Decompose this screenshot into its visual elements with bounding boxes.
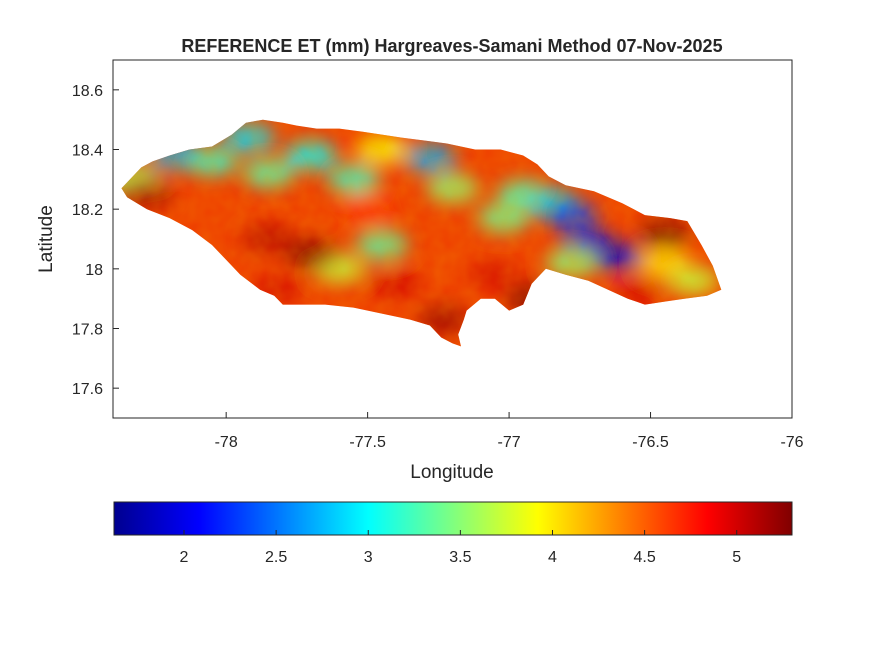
- y-tick-label: 17.6: [72, 381, 103, 398]
- y-tick-label: 18.6: [72, 83, 103, 100]
- colorbar-tick-label: 2.5: [265, 549, 287, 566]
- colorbar: 2 2.5 3 3.5 4 4.5 5: [113, 501, 793, 566]
- x-axis-label: Longitude: [410, 462, 493, 483]
- y-tick-label: 17.8: [72, 322, 103, 339]
- plot-area: -78 -77.5 -77 -76.5 -76 17.6 17.8 18 18.2 18.4 18…: [72, 59, 804, 451]
- colorbar-gradient: [113, 501, 793, 536]
- x-tick-label: -76: [780, 434, 803, 451]
- colorbar-tick-label: 3: [364, 549, 373, 566]
- x-axis-ticks: -78 -77.5 -77 -76.5 -76: [215, 412, 804, 451]
- x-tick-label: -77: [498, 434, 521, 451]
- colorbar-ticks: 2 2.5 3 3.5 4 4.5 5: [180, 530, 741, 566]
- colorbar-tick-label: 2: [180, 549, 189, 566]
- x-tick-label: -78: [215, 434, 238, 451]
- colorbar-tick-label: 5: [732, 549, 741, 566]
- axes-frame: [112, 59, 793, 419]
- colorbar-tick-label: 3.5: [449, 549, 471, 566]
- x-tick-label: -76.5: [632, 434, 669, 451]
- y-axis-label: Latitude: [36, 205, 57, 273]
- x-tick-label: -77.5: [349, 434, 386, 451]
- colorbar-tick-label: 4.5: [633, 549, 655, 566]
- y-tick-label: 18.4: [72, 143, 103, 160]
- chart-title: REFERENCE ET (mm) Hargreaves-Samani Meth…: [181, 36, 722, 56]
- colorbar-tick-label: 4: [548, 549, 557, 566]
- y-tick-label: 18: [85, 262, 103, 279]
- y-axis-ticks: 17.6 17.8 18 18.2 18.4 18.6: [72, 83, 119, 398]
- y-tick-label: 18.2: [72, 202, 103, 219]
